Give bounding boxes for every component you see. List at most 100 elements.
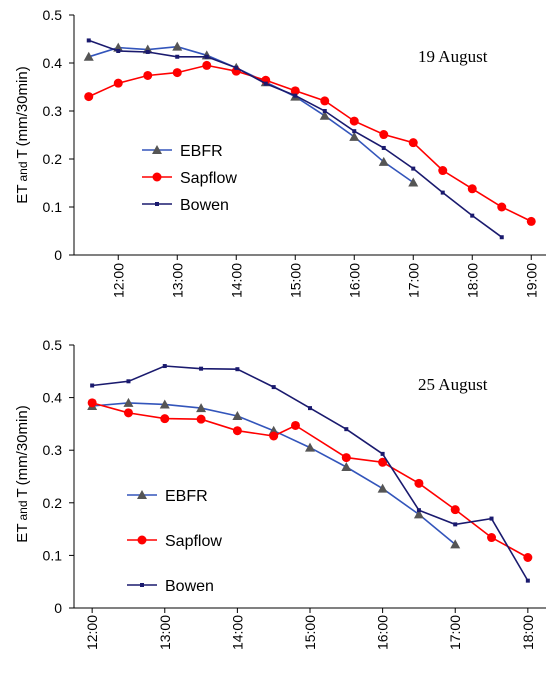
series-sapflow: [84, 60, 536, 226]
data-point-sapflow: [123, 408, 133, 418]
legend-entry-ebfr: EBFR: [142, 143, 223, 160]
data-point-sapflow: [232, 426, 242, 436]
data-point-bowen: [86, 38, 91, 43]
x-tick-label: 14:00: [229, 615, 245, 650]
data-point-bowen: [204, 54, 209, 59]
x-tick-label: 16:00: [375, 615, 391, 650]
series-line-bowen: [88, 39, 503, 238]
legend-marker: [140, 583, 144, 587]
data-point-sapflow: [379, 130, 389, 140]
data-point-sapflow: [290, 86, 300, 96]
data-point-sapflow: [526, 216, 536, 226]
x-tick-label: 13:00: [169, 263, 185, 298]
data-point-sapflow: [497, 202, 507, 212]
legend-marker: [152, 172, 162, 182]
y-axis-label-and: and: [16, 161, 30, 181]
data-point-bowen: [126, 379, 131, 384]
x-tick-label: 12:00: [84, 615, 100, 650]
data-point-bowen: [175, 54, 180, 59]
y-tick-label: 0.3: [43, 442, 63, 458]
y-axis-label: ET and T (mm/30min): [14, 405, 31, 542]
y-tick-label: 0.1: [43, 199, 63, 215]
legend-label: EBFR: [165, 488, 208, 505]
x-tick-label: 16:00: [346, 263, 362, 298]
data-point-sapflow: [341, 453, 351, 463]
data-point-bowen: [416, 508, 421, 513]
data-point-ebfr: [305, 442, 315, 452]
y-tick-label: 0.5: [43, 337, 63, 353]
data-point-bowen: [199, 366, 204, 371]
data-point-sapflow: [113, 78, 123, 88]
data-point-bowen: [440, 190, 445, 195]
y-tick-label: 0.5: [43, 7, 63, 23]
chart-25-august: 0 0.1 0.2 0.3 0.4 0.5 12:00 13:00 14:00 15:00 16:0…: [14, 337, 546, 650]
series-line-sapflow: [88, 64, 532, 223]
y-axis-label-unit: (mm/30min): [14, 66, 31, 146]
data-point-bowen: [344, 427, 349, 432]
chart-annotation: 25 August: [418, 375, 488, 394]
data-point-bowen: [322, 109, 327, 113]
legend-marker: [137, 535, 147, 545]
y-axis-label: ET and T (mm/30min): [14, 66, 31, 203]
data-point-sapflow: [349, 116, 359, 126]
data-point-bowen: [411, 166, 416, 171]
data-point-sapflow: [84, 92, 94, 102]
legend-entry-bowen: Bowen: [142, 197, 229, 214]
x-tick-label: 15:00: [302, 615, 318, 650]
y-tick-label: 0: [54, 600, 62, 616]
data-point-ebfr: [83, 51, 94, 61]
data-point-bowen: [162, 364, 167, 369]
data-point-ebfr: [377, 483, 388, 493]
x-tick-label: 17:00: [405, 263, 421, 298]
y-tick-label: 0.1: [43, 547, 63, 563]
data-point-bowen: [116, 49, 121, 53]
legend-marker: [155, 202, 159, 206]
chart-annotation: 19 August: [418, 47, 488, 66]
data-point-sapflow: [408, 138, 418, 148]
data-point-sapflow: [143, 70, 153, 80]
data-point-sapflow: [202, 60, 212, 70]
data-point-bowen: [381, 145, 386, 150]
data-point-ebfr: [159, 399, 170, 409]
series-line-bowen: [92, 365, 529, 582]
data-point-bowen: [308, 406, 312, 411]
series-ebfr: [83, 41, 419, 187]
data-point-sapflow: [467, 184, 477, 194]
data-point-sapflow: [290, 420, 300, 430]
series-line-sapflow: [91, 402, 529, 559]
x-tick-label: 18:00: [520, 615, 536, 650]
data-point-ebfr: [408, 177, 419, 187]
data-point-sapflow: [378, 457, 388, 467]
data-point-ebfr: [378, 156, 389, 166]
x-tick-label: 12:00: [110, 263, 126, 298]
y-tick-label: 0.2: [43, 495, 63, 511]
y-axis-label-et: ET: [14, 185, 31, 204]
legend-label: Sapflow: [165, 533, 222, 550]
y-axis-label-unit: (mm/30min): [14, 405, 31, 485]
legend-entry-ebfr: EBFR: [127, 488, 208, 505]
data-point-bowen: [525, 578, 530, 583]
data-point-ebfr: [319, 110, 330, 120]
legend-label: Sapflow: [180, 170, 237, 187]
legend-entry-bowen: Bowen: [127, 578, 214, 595]
data-point-sapflow: [450, 505, 460, 515]
data-point-ebfr: [232, 411, 243, 421]
data-point-sapflow: [438, 166, 448, 176]
legend-label: Bowen: [165, 578, 214, 595]
data-point-ebfr: [349, 131, 360, 141]
data-point-sapflow: [160, 414, 170, 424]
y-tick-label: 0.4: [43, 55, 63, 71]
y-axis-label-et: ET: [14, 524, 31, 543]
legend-label: Bowen: [180, 197, 229, 214]
y-tick-label: 0.4: [43, 390, 63, 406]
series-sapflow: [87, 398, 533, 563]
y-tick-label: 0.2: [43, 151, 63, 167]
y-axis-label-t: T: [14, 149, 31, 158]
data-point-bowen: [499, 235, 504, 240]
series-ebfr: [87, 397, 461, 549]
data-point-sapflow: [87, 398, 97, 408]
legend-entry-sapflow: Sapflow: [142, 170, 237, 187]
data-point-bowen: [470, 213, 475, 218]
data-point-ebfr: [450, 539, 461, 549]
data-point-bowen: [263, 81, 268, 86]
